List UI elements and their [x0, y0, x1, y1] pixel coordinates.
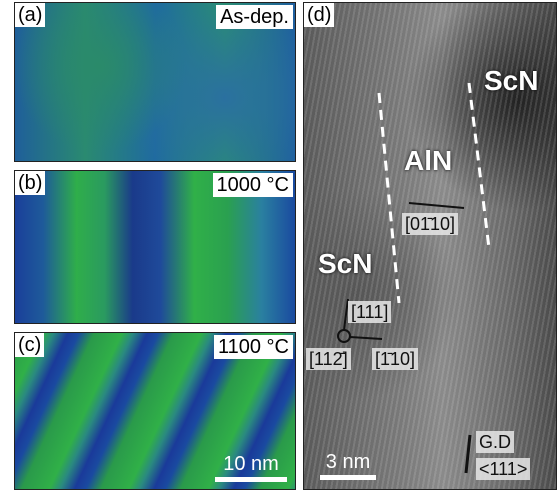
direction-label: [01̄10] — [402, 213, 458, 235]
into-page-symbol — [338, 330, 350, 342]
panel-label: (a) — [15, 3, 45, 27]
scale-bar-label: 10 nm — [223, 453, 279, 475]
growth-label: <111> — [476, 458, 530, 480]
panel-b: (b) 1000 °C — [14, 170, 296, 324]
arrow — [466, 435, 470, 473]
growth-label: G.D — [476, 431, 514, 453]
panel-label: (b) — [15, 171, 45, 195]
panel-caption: 1100 °C — [214, 335, 293, 359]
boundary — [379, 93, 399, 303]
direction-label: [111] — [348, 301, 391, 323]
direction-label: [112̄] — [306, 348, 351, 370]
panel-caption: As-dep. — [216, 5, 293, 29]
scale-bar: 3 nm — [320, 451, 376, 480]
phase-label: ScN — [318, 248, 372, 280]
panel-label: (c) — [15, 333, 44, 357]
scale-bar: 10 nm — [215, 453, 287, 482]
panel-caption: 1000 °C — [213, 173, 294, 197]
panel-d: (d) ScN AlN [01̄10] ScN [111] [112̄] [1̄… — [303, 2, 557, 490]
scale-bar-label: 3 nm — [326, 451, 370, 473]
arrow — [409, 203, 464, 208]
phase-label: AlN — [404, 145, 452, 177]
phase-label: ScN — [484, 65, 538, 97]
panel-c: (c) 1100 °C 10 nm — [14, 332, 296, 490]
direction-label: [1̄10] — [372, 348, 418, 370]
figure: {"panels": [ {"label": "(a)", "caption":… — [0, 0, 559, 492]
panel-a: (a) As-dep. — [14, 2, 296, 162]
panel-label: (d) — [304, 3, 334, 27]
boundary — [469, 83, 489, 248]
arrow — [350, 337, 382, 339]
